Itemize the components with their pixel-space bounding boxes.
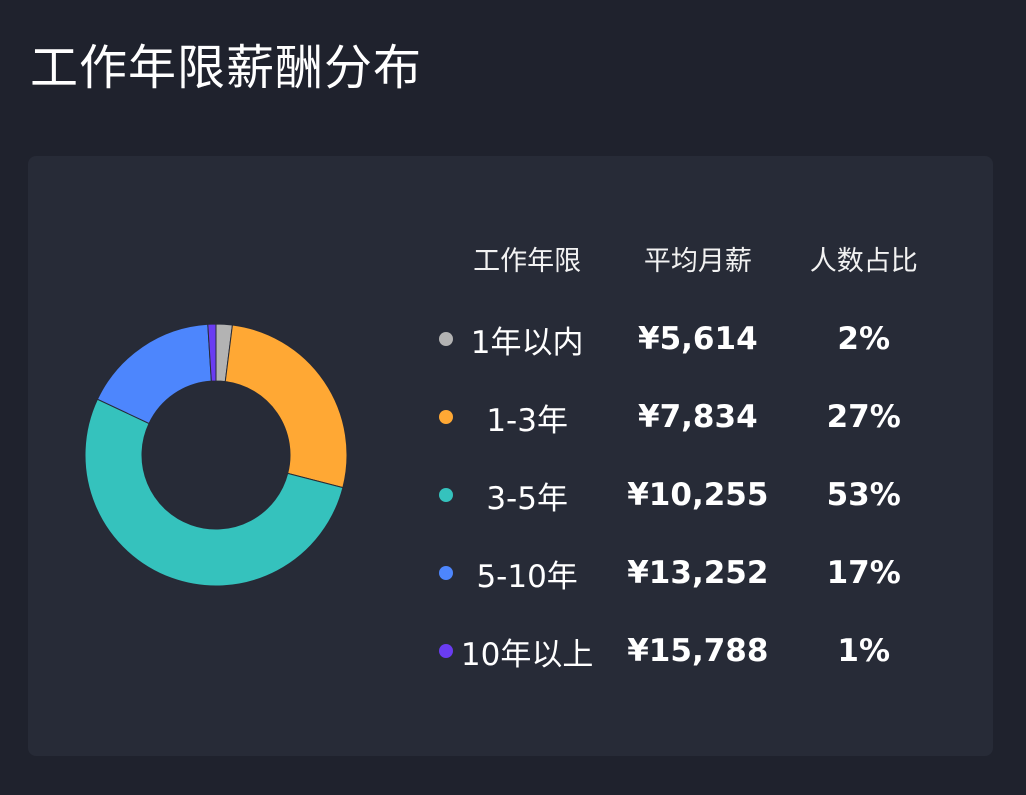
period-label: 10年以上 (460, 636, 594, 673)
share-value: 17% (826, 555, 901, 591)
share-value: 27% (826, 399, 901, 435)
table-row: 5-10年 ¥13,252 17% (428, 534, 958, 612)
period-label: 5-10年 (476, 558, 578, 595)
period-label: 3-5年 (486, 480, 568, 517)
table-row: 3-5年 ¥10,255 53% (428, 456, 958, 534)
donut-slice-over-10-years (207, 323, 217, 382)
salary-value: ¥7,834 (638, 399, 758, 435)
distribution-table: 工作年限 平均月薪 人数占比 1年以内 ¥5,614 2% 1-3年 (428, 232, 958, 690)
salary-value: ¥15,788 (627, 633, 769, 669)
salary-value: ¥5,614 (638, 321, 758, 357)
period-label: 1年以内 (470, 324, 584, 361)
legend-dot-over-10-years (439, 644, 453, 658)
table-row: 1-3年 ¥7,834 27% (428, 378, 958, 456)
donut-slice-1-3-years (224, 324, 348, 489)
page-title: 工作年限薪酬分布 (30, 40, 423, 96)
table-body: 1年以内 ¥5,614 2% 1-3年 ¥7,834 27% (428, 300, 958, 690)
header-period: 工作年限 (473, 245, 582, 277)
header-share: 人数占比 (809, 245, 918, 277)
legend-dot-1-3-years (439, 410, 453, 424)
salary-value: ¥13,252 (627, 555, 769, 591)
salary-value: ¥10,255 (627, 477, 769, 513)
table-header: 工作年限 平均月薪 人数占比 (428, 232, 958, 284)
share-value: 2% (837, 321, 891, 357)
table-row: 10年以上 ¥15,788 1% (428, 612, 958, 690)
share-value: 53% (826, 477, 901, 513)
header-salary: 平均月薪 (643, 245, 752, 277)
table-row: 1年以内 ¥5,614 2% (428, 300, 958, 378)
legend-dot-5-10-years (439, 566, 453, 580)
legend-dot-3-5-years (439, 488, 453, 502)
distribution-card: 工作年限 平均月薪 人数占比 1年以内 ¥5,614 2% 1-3年 (28, 156, 993, 756)
donut-slice-3-5-years (84, 398, 344, 587)
donut-chart (84, 323, 348, 587)
share-value: 1% (837, 633, 891, 669)
period-label: 1-3年 (486, 402, 568, 439)
legend-dot-under-1-year (439, 332, 453, 346)
